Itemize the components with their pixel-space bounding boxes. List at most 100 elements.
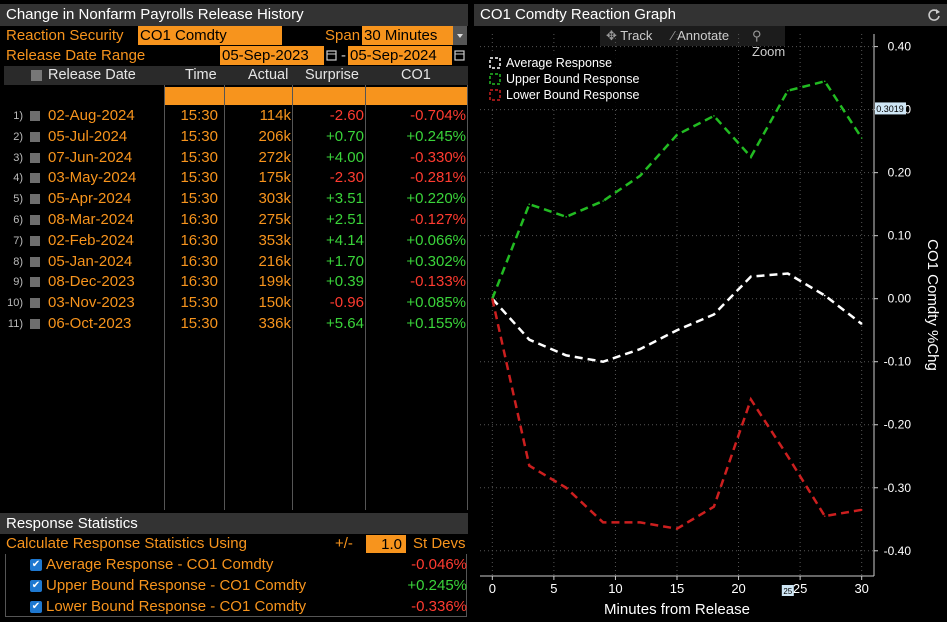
legend-entry[interactable]: Upper Bound Response <box>506 72 639 86</box>
zoom-button[interactable]: ⚲ Zoom <box>752 28 785 59</box>
table-row[interactable]: 8) 05-Jan-2024 16:30 216k +1.70 +0.302% <box>4 252 466 273</box>
data-point <box>676 527 678 530</box>
calendar-icon <box>326 50 337 61</box>
stat-row[interactable]: ✔ Lower Bound Response - CO1 Comdty -0.336… <box>6 597 467 617</box>
reaction-security-input[interactable]: CO1 Comdty <box>138 26 282 45</box>
range-start-input[interactable]: 05-Sep-2023 <box>220 46 324 65</box>
x-tick-label: 0 <box>489 581 496 596</box>
row-index: 5) <box>13 193 23 206</box>
actual-cell: 206k <box>258 127 291 145</box>
track-button[interactable]: ✥ Track <box>606 28 652 44</box>
stats-list: ✔ Average Response - CO1 Comdty -0.046% ✔ Up… <box>0 554 468 617</box>
row-checkbox[interactable] <box>30 111 40 121</box>
time-cell: 16:30 <box>180 231 218 249</box>
table-row[interactable]: 2) 05-Jul-2024 15:30 206k +0.70 +0.245% <box>4 127 466 148</box>
calc-stats-label: Calculate Response Statistics Using <box>6 535 247 552</box>
release-table: Release Date Time Actual Surprise CO1 %C… <box>4 66 468 510</box>
row-checkbox[interactable] <box>30 277 40 288</box>
col-surprise[interactable]: Surprise <box>305 67 359 83</box>
row-index: 4) <box>13 172 23 185</box>
y-tick-label: -0.30 <box>884 481 912 495</box>
actual-cell: 272k <box>258 148 291 166</box>
table-row[interactable]: 4) 03-May-2024 15:30 175k -2.30 -0.281% <box>4 168 466 189</box>
range-end-input[interactable]: 05-Sep-2024 <box>348 46 452 65</box>
table-row[interactable]: 5) 05-Apr-2024 15:30 303k +3.51 +0.220% <box>4 189 466 210</box>
table-row[interactable]: 9) 08-Dec-2023 16:30 199k +0.39 -0.133% <box>4 272 466 293</box>
data-point <box>676 329 678 332</box>
time-cell: 15:30 <box>180 148 218 166</box>
reaction-chart[interactable]: 0510152025300.400.300.200.100.00-0.10-0.… <box>474 26 947 622</box>
x-tick-label: 30 <box>854 581 868 596</box>
range-start-calendar-button[interactable] <box>324 46 339 65</box>
refresh-button[interactable] <box>925 6 943 24</box>
track-label: Track <box>620 28 653 43</box>
row-checkbox[interactable] <box>30 256 40 267</box>
row-checkbox[interactable] <box>30 215 40 225</box>
range-separator: - <box>341 47 346 64</box>
y-tick-label: 0.20 <box>888 166 912 180</box>
reaction-graph-panel: CO1 Comdty Reaction Graph ✥ Track ⁄ Anno… <box>474 0 947 622</box>
release-date-cell: 02-Feb-2024 <box>48 231 134 249</box>
row-checkbox[interactable] <box>30 319 40 329</box>
table-row[interactable]: 10) 03-Nov-2023 15:30 150k -0.96 +0.085% <box>4 293 466 314</box>
row-checkbox[interactable] <box>30 194 40 205</box>
row-checkbox[interactable] <box>30 173 40 184</box>
time-cell: 16:30 <box>180 211 218 228</box>
table-rows: 1) 02-Aug-2024 15:30 114k -2.60 -0.704% 2) 05-J… <box>4 106 468 346</box>
chevron-down-icon <box>457 34 463 38</box>
column-divider <box>467 85 468 510</box>
legend-entry[interactable]: Average Response <box>506 56 612 70</box>
range-end-calendar-button[interactable] <box>452 46 467 65</box>
x-tick-label: 15 <box>670 581 684 596</box>
row-index: 6) <box>13 214 23 226</box>
co1-chg-cell: +0.220% <box>406 190 466 208</box>
stat-checkbox[interactable]: ✔ <box>30 600 42 613</box>
row-checkbox[interactable] <box>30 298 40 309</box>
column-divider <box>292 85 293 510</box>
stat-checkbox[interactable]: ✔ <box>30 559 42 571</box>
actual-cell: 336k <box>258 315 291 332</box>
release-date-cell: 03-Nov-2023 <box>48 294 135 312</box>
span-dropdown-button[interactable] <box>453 26 467 45</box>
table-row[interactable]: 1) 02-Aug-2024 15:30 114k -2.60 -0.704% <box>4 106 466 127</box>
surprise-cell: +0.39 <box>326 273 364 291</box>
col-release-date[interactable]: Release Date <box>48 67 136 83</box>
data-point <box>602 200 604 202</box>
y-tick-label: -0.10 <box>884 355 912 369</box>
row-checkbox[interactable] <box>30 152 40 163</box>
col-time[interactable]: Time <box>185 67 217 83</box>
legend-swatch <box>489 57 501 69</box>
row-checkbox[interactable] <box>30 131 40 142</box>
annotate-button[interactable]: ⁄ Annotate <box>672 28 729 43</box>
surprise-cell: +0.70 <box>326 127 364 145</box>
span-label: Span <box>325 27 361 44</box>
stat-row[interactable]: ✔ Average Response - CO1 Comdty -0.046% <box>6 555 467 575</box>
annotate-label: Annotate <box>677 28 730 43</box>
x-tick-label: 5 <box>550 581 557 596</box>
refresh-icon <box>928 9 940 21</box>
graph-title: CO1 Comdty Reaction Graph <box>474 4 947 26</box>
stat-label: Upper Bound Response - CO1 Comdty <box>46 576 307 594</box>
zoom-label: Zoom <box>752 44 786 59</box>
data-point <box>528 464 531 467</box>
row-checkbox[interactable] <box>30 235 40 246</box>
stdev-input[interactable]: 1.0 <box>366 535 406 553</box>
data-point <box>787 455 789 458</box>
table-row[interactable]: 11) 06-Oct-2023 15:30 336k +5.64 +0.155% <box>4 314 466 335</box>
col-actual[interactable]: Actual <box>248 67 289 83</box>
table-row[interactable]: 3) 07-Jun-2024 15:30 272k +4.00 -0.330% <box>4 148 466 169</box>
data-point <box>823 80 826 83</box>
stat-row[interactable]: ✔ Upper Bound Response - CO1 Comdty +0.245… <box>6 576 467 596</box>
select-all-checkbox[interactable] <box>31 70 42 81</box>
row-index: 1) <box>13 110 23 122</box>
stat-checkbox[interactable]: ✔ <box>30 579 42 592</box>
table-row[interactable]: 7) 02-Feb-2024 16:30 353k +4.14 +0.066% <box>4 231 466 252</box>
legend-entry[interactable]: Lower Bound Response <box>506 88 639 102</box>
surprise-cell: -2.60 <box>329 107 364 124</box>
table-row[interactable]: 6) 08-Mar-2024 16:30 275k +2.51 -0.127% <box>4 210 466 231</box>
column-divider <box>365 85 366 510</box>
stdev-label: St Devs <box>413 535 466 552</box>
time-cell: 16:30 <box>180 252 218 270</box>
span-select[interactable]: 30 Minutes <box>362 26 467 45</box>
stat-label: Average Response - CO1 Comdty <box>46 556 274 573</box>
